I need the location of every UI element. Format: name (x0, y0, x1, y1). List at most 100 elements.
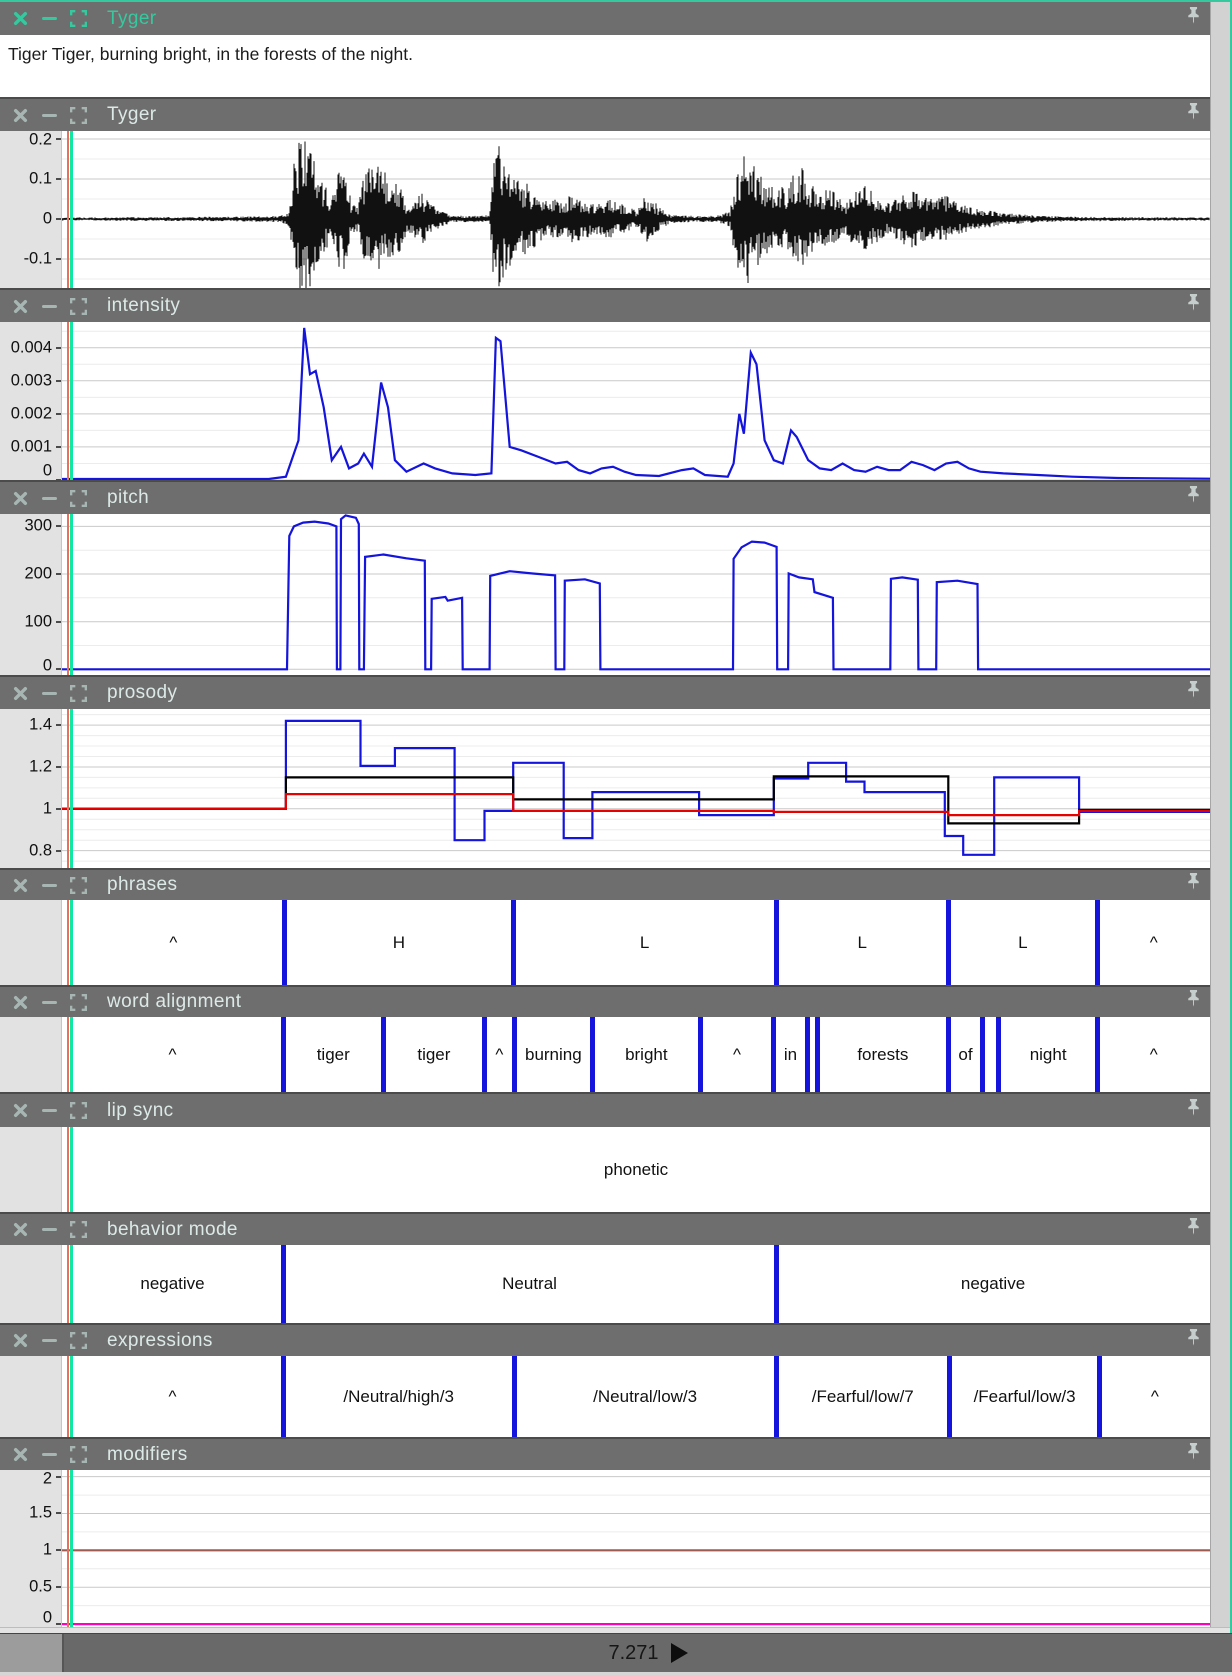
pin-icon[interactable] (1185, 1098, 1202, 1123)
pin-icon[interactable] (1185, 1328, 1202, 1353)
titlebar-expressions[interactable]: expressions (0, 1323, 1210, 1356)
titlebar-word-alignment[interactable]: word alignment (0, 985, 1210, 1017)
close-icon[interactable] (10, 1445, 30, 1465)
maximize-icon[interactable] (68, 9, 88, 29)
minimize-icon[interactable] (39, 1220, 59, 1240)
horizontal-scrollbar[interactable] (0, 1627, 1232, 1633)
titlebar-waveform[interactable]: Tyger (0, 97, 1210, 131)
minimize-icon[interactable] (39, 296, 59, 316)
segment-cell[interactable]: L (513, 900, 776, 985)
playhead-cursor[interactable] (70, 1470, 73, 1627)
segment-cell[interactable]: forests (817, 1017, 948, 1092)
maximize-icon[interactable] (68, 296, 88, 316)
pin-icon[interactable] (1185, 1442, 1202, 1467)
pin-icon[interactable] (1185, 873, 1202, 897)
segment-boundary[interactable] (280, 1356, 286, 1437)
segment-cell[interactable]: ^ (485, 1017, 515, 1092)
minimize-icon[interactable] (39, 1101, 59, 1121)
segment-boundary[interactable] (510, 900, 516, 985)
close-icon[interactable] (10, 683, 30, 703)
minimize-icon[interactable] (39, 683, 59, 703)
segment-boundary[interactable] (946, 1356, 952, 1437)
segment-boundary[interactable] (773, 1356, 779, 1437)
playhead-cursor[interactable] (70, 709, 73, 868)
segment-boundary[interactable] (1095, 1017, 1100, 1092)
titlebar-intensity[interactable]: intensity (0, 288, 1210, 322)
pin-icon[interactable] (1185, 6, 1202, 31)
segment-cell[interactable]: of (948, 1017, 982, 1092)
segment-cell[interactable]: ^ (62, 900, 285, 985)
segment-cell[interactable]: H (285, 900, 514, 985)
segment-cell[interactable]: L (776, 900, 948, 985)
segment-cell[interactable]: tiger (383, 1017, 484, 1092)
titlebar-phrases[interactable]: phrases (0, 868, 1210, 900)
segment-cell[interactable]: Neutral (283, 1245, 776, 1323)
close-icon[interactable] (10, 1101, 30, 1121)
segment-boundary[interactable] (945, 1017, 951, 1092)
titlebar-pitch[interactable]: pitch (0, 480, 1210, 514)
playhead-cursor[interactable] (70, 900, 73, 985)
utterance-editor[interactable]: Tiger Tiger, burning bright, in the fore… (0, 35, 1210, 97)
titlebar-tyger-text[interactable]: Tyger (0, 0, 1210, 35)
segment-boundary[interactable] (482, 1017, 487, 1092)
pin-icon[interactable] (1185, 1217, 1202, 1242)
segment-boundary[interactable] (771, 1017, 777, 1092)
close-icon[interactable] (10, 296, 30, 316)
behavior-mode-row[interactable]: negative Neutral negative (62, 1245, 1210, 1323)
lip-sync-row[interactable]: phonetic (62, 1127, 1210, 1212)
maximize-icon[interactable] (68, 683, 88, 703)
playhead-cursor[interactable] (70, 322, 73, 480)
titlebar-lip-sync[interactable]: lip sync (0, 1092, 1210, 1127)
maximize-icon[interactable] (68, 105, 88, 125)
minimize-icon[interactable] (39, 105, 59, 125)
segment-cell[interactable]: negative (62, 1245, 283, 1323)
minimize-icon[interactable] (39, 992, 59, 1012)
pin-icon[interactable] (1185, 103, 1202, 127)
minimize-icon[interactable] (39, 1445, 59, 1465)
titlebar-prosody[interactable]: prosody (0, 675, 1210, 709)
maximize-icon[interactable] (68, 488, 88, 508)
maximize-icon[interactable] (68, 1445, 88, 1465)
segment-cell[interactable]: night (999, 1017, 1098, 1092)
segment-boundary[interactable] (589, 1017, 595, 1092)
phrases-row[interactable]: ^ H L L L ^ (62, 900, 1210, 985)
segment-cell[interactable]: /Neutral/low/3 (514, 1356, 776, 1437)
playhead-cursor[interactable] (70, 1017, 73, 1092)
pin-icon[interactable] (1185, 681, 1202, 705)
modifiers-plot[interactable] (62, 1470, 1210, 1627)
pin-icon[interactable] (1185, 486, 1202, 510)
prosody-plot[interactable] (62, 709, 1210, 868)
close-icon[interactable] (10, 105, 30, 125)
close-icon[interactable] (10, 1331, 30, 1351)
segment-cell[interactable]: ^ (1100, 1356, 1210, 1437)
titlebar-modifiers[interactable]: modifiers (0, 1437, 1210, 1470)
minimize-icon[interactable] (39, 1331, 59, 1351)
playhead-cursor[interactable] (70, 131, 73, 288)
segment-cell[interactable]: ^ (700, 1017, 774, 1092)
pitch-plot[interactable] (62, 514, 1210, 675)
playhead-cursor[interactable] (70, 1245, 73, 1323)
segment-cell[interactable]: ^ (1098, 1017, 1211, 1092)
segment-cell[interactable]: /Fearful/low/7 (776, 1356, 949, 1437)
segment-cell[interactable]: ^ (1098, 900, 1211, 985)
segment-cell[interactable]: negative (776, 1245, 1210, 1323)
close-icon[interactable] (10, 1220, 30, 1240)
close-icon[interactable] (10, 875, 30, 895)
segment-boundary[interactable] (1095, 900, 1100, 985)
segment-cell[interactable]: bright (592, 1017, 700, 1092)
pin-icon[interactable] (1185, 990, 1202, 1014)
close-icon[interactable] (10, 488, 30, 508)
pin-icon[interactable] (1185, 294, 1202, 318)
segment-boundary[interactable] (996, 1017, 1002, 1092)
maximize-icon[interactable] (68, 875, 88, 895)
playhead-cursor[interactable] (70, 1127, 73, 1212)
segment-boundary[interactable] (1097, 1356, 1103, 1437)
segment-boundary[interactable] (511, 1356, 517, 1437)
segment-boundary[interactable] (980, 1017, 986, 1092)
segment-cell[interactable]: /Fearful/low/3 (949, 1356, 1099, 1437)
segment-cell[interactable]: burning (514, 1017, 592, 1092)
segment-cell[interactable]: ^ (62, 1356, 283, 1437)
segment-boundary[interactable] (280, 1017, 286, 1092)
segment-cell[interactable]: /Neutral/high/3 (283, 1356, 514, 1437)
playhead-cursor[interactable] (70, 514, 73, 675)
